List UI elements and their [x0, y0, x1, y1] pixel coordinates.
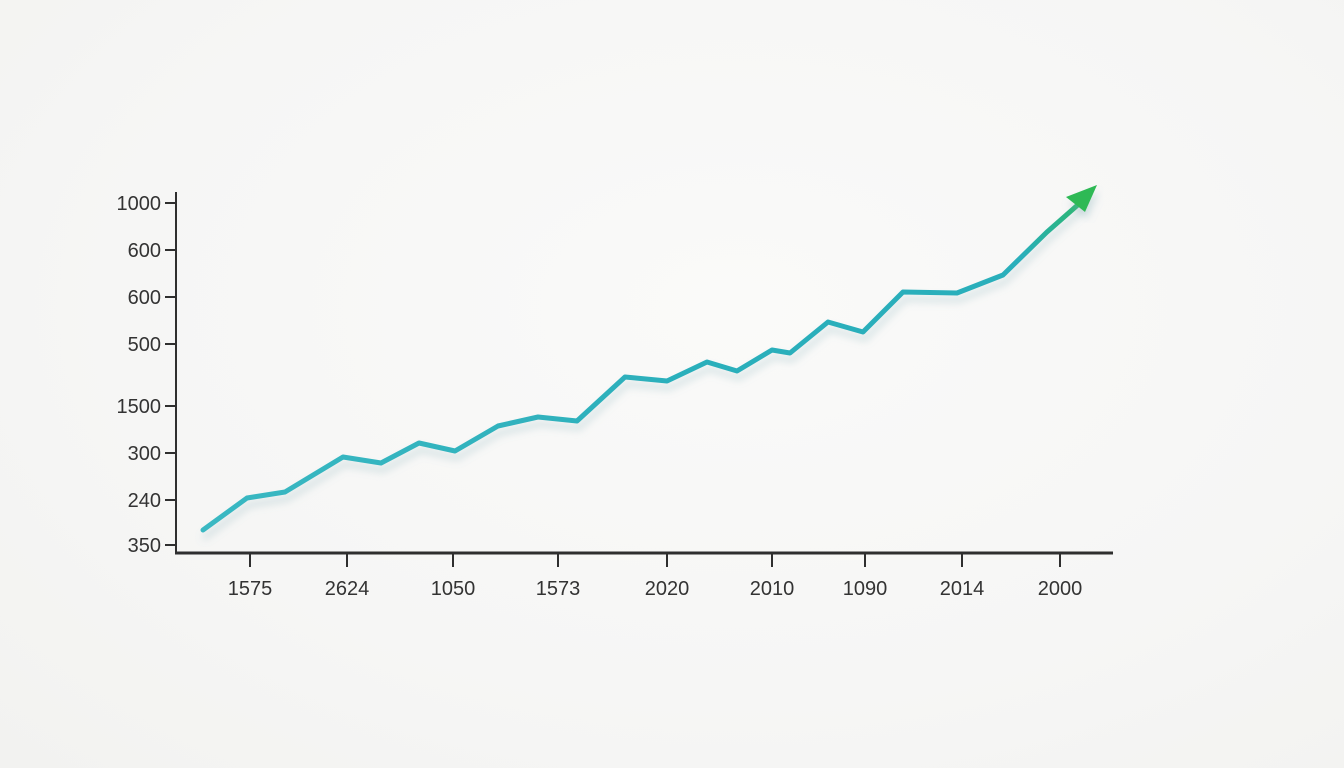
- x-tick-label: 2020: [645, 578, 690, 600]
- arrow-head-icon: [1066, 185, 1097, 212]
- y-tick-label: 300: [128, 443, 161, 465]
- x-tick-label: 2014: [940, 578, 985, 600]
- x-tick-label: 1050: [431, 578, 476, 600]
- trend-line: [200, 200, 1083, 533]
- y-tick-label: 350: [128, 535, 161, 557]
- y-tick-label: 1500: [117, 396, 162, 418]
- y-tick-label: 1000: [117, 193, 162, 215]
- x-tick-label: 2000: [1038, 578, 1083, 600]
- y-tick-label: 240: [128, 490, 161, 512]
- x-tick-label: 1090: [843, 578, 888, 600]
- y-tick-label: 600: [128, 240, 161, 262]
- x-tick-label: 1575: [228, 578, 273, 600]
- x-tick-label: 2624: [325, 578, 370, 600]
- y-tick-label: 500: [128, 334, 161, 356]
- x-tick-label: 1573: [536, 578, 581, 600]
- x-tick-label: 2010: [750, 578, 795, 600]
- y-tick-label: 600: [128, 287, 161, 309]
